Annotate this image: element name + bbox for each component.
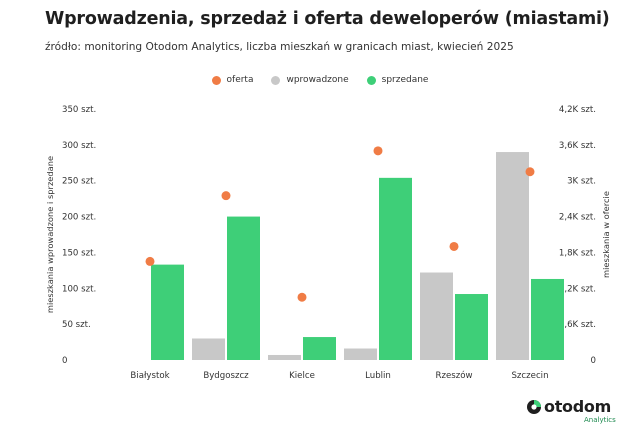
bar-wprowadzone [496, 152, 529, 360]
x-tick-label: Lublin [365, 371, 391, 381]
point-oferta [373, 146, 383, 156]
y2-tick-label: 1,8K szt. [559, 248, 596, 258]
x-tick-label: Szczecin [511, 371, 548, 381]
bar-sprzedane [303, 337, 336, 360]
otodom-logo: otodom [526, 397, 611, 416]
legend-marker-wprowadzone [271, 75, 281, 85]
y2-axis-title: mieszkania w ofercie [601, 191, 611, 278]
x-tick-label: Kielce [289, 371, 315, 381]
legend-marker-sprzedane [366, 75, 376, 85]
bar-wprowadzone [192, 338, 225, 360]
y2-tick-label: 3K szt. [567, 177, 596, 187]
chart-subtitle: źródło: monitoring Otodom Analytics, lic… [45, 41, 514, 53]
y2-tick-label: 3,6K szt. [559, 141, 596, 151]
legend-item-sprzedane[interactable]: sprzedane [366, 75, 429, 85]
legend-label-sprzedane: sprzedane [381, 75, 429, 85]
point-oferta [449, 241, 459, 251]
y-tick-label: 350 szt. [62, 105, 96, 115]
y-axis-title: mieszkania wprowadzone i sprzedane [45, 156, 55, 313]
otodom-logo-subtext: Analytics [584, 416, 616, 424]
otodom-logo-icon [527, 399, 541, 414]
bar-wprowadzone [420, 272, 453, 360]
bar-sprzedane [531, 278, 564, 360]
legend-label-wprowadzone: wprowadzone [286, 75, 349, 85]
point-oferta [145, 256, 155, 266]
y2-tick-label: 2,4K szt. [559, 213, 596, 223]
point-oferta [297, 292, 307, 302]
y2-tick-label: 0,6K szt. [559, 320, 596, 330]
y-tick-label: 250 szt. [62, 177, 96, 187]
x-tick-label: Rzeszów [435, 370, 472, 381]
bar-wprowadzone [268, 354, 301, 360]
bar-sprzedane [151, 264, 184, 360]
bar-wprowadzone [344, 348, 377, 360]
legend-item-wprowadzone[interactable]: wprowadzone [271, 75, 349, 85]
y-tick-label: 0 [62, 356, 67, 366]
bar-sprzedane [455, 294, 488, 360]
y2-tick-label: 0 [591, 356, 596, 366]
y-tick-label: 100 szt. [62, 284, 96, 294]
y-tick-label: 150 szt. [62, 248, 96, 258]
bar-sprzedane [379, 177, 412, 360]
x-tick-label: Białystok [130, 371, 169, 381]
legend-label-oferta: oferta [226, 75, 254, 85]
chart-title: Wprowadzenia, sprzedaż i oferta dewelope… [45, 9, 610, 29]
y2-tick-label: 1,2K szt. [559, 284, 596, 294]
y-tick-label: 50 szt. [62, 320, 91, 330]
legend-marker-oferta [211, 75, 221, 85]
y-tick-label: 200 szt. [62, 213, 96, 223]
legend-item-oferta[interactable]: oferta [211, 75, 254, 85]
x-tick-label: Bydgoszcz [203, 371, 249, 381]
y2-tick-label: 4,2K szt. [559, 105, 596, 115]
otodom-logo-text: otodom [544, 397, 611, 416]
point-oferta [525, 167, 535, 177]
point-oferta [221, 191, 231, 201]
y-tick-label: 300 szt. [62, 141, 96, 151]
legend: oferta wprowadzone sprzedane [0, 75, 640, 85]
bar-sprzedane [227, 216, 260, 360]
